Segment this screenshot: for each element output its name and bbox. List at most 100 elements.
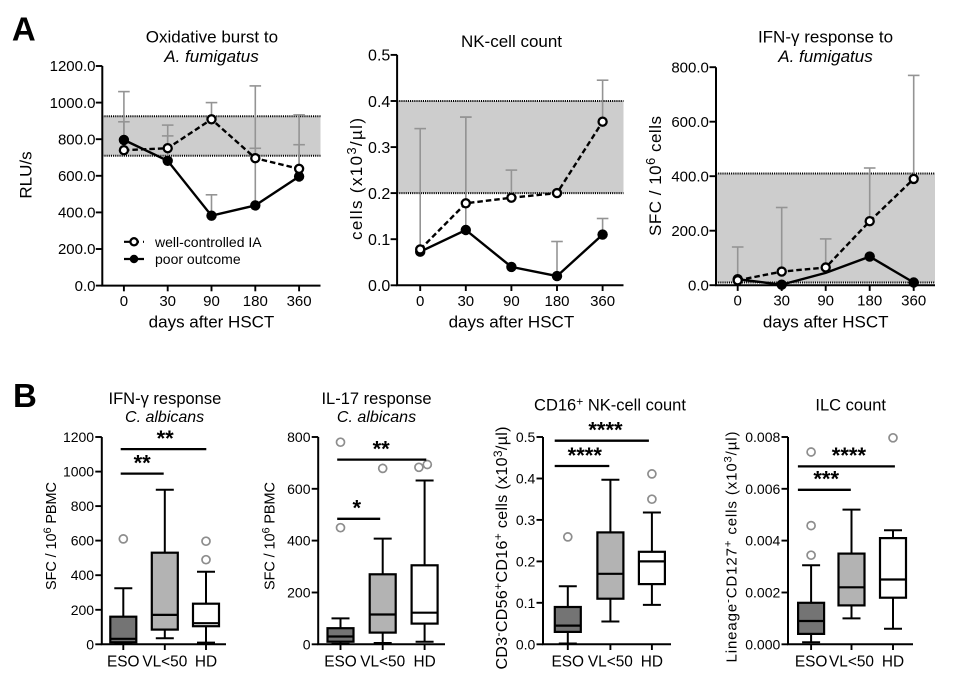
svg-text:Lineage-CD127+ cells (x103/µl): Lineage-CD127+ cells (x103/µl)	[723, 432, 741, 663]
svg-text:30: 30	[159, 293, 176, 310]
svg-text:600.0: 600.0	[671, 114, 709, 131]
svg-text:IFN-γ response to: IFN-γ response to	[758, 27, 893, 46]
svg-text:**: **	[373, 436, 391, 461]
svg-text:800: 800	[71, 498, 95, 514]
svg-text:1000: 1000	[63, 464, 94, 480]
svg-text:0.1: 0.1	[516, 595, 536, 611]
svg-text:***: ***	[813, 467, 839, 492]
svg-text:200.0: 200.0	[58, 241, 96, 258]
svg-text:****: ****	[832, 443, 867, 468]
svg-text:800: 800	[287, 429, 311, 445]
svg-text:30: 30	[457, 293, 474, 310]
svg-text:CD16+ NK-cell count: CD16+ NK-cell count	[534, 395, 686, 415]
svg-text:****: ****	[588, 418, 623, 443]
svg-text:HD: HD	[195, 654, 217, 671]
svg-text:0.4: 0.4	[368, 94, 390, 111]
svg-text:cells (x103/µl): cells (x103/µl)	[344, 118, 366, 240]
svg-text:400.0: 400.0	[671, 168, 709, 185]
svg-text:90: 90	[817, 293, 834, 310]
svg-text:ESO: ESO	[324, 654, 357, 671]
svg-text:RLU/s: RLU/s	[17, 151, 36, 198]
svg-text:0: 0	[416, 293, 424, 310]
svg-text:days after HSCT: days after HSCT	[763, 313, 889, 332]
svg-text:0.4: 0.4	[516, 471, 536, 487]
svg-text:200.0: 200.0	[671, 223, 709, 240]
svg-text:400: 400	[287, 533, 311, 549]
svg-text:A. fumigatus: A. fumigatus	[777, 47, 873, 66]
svg-text:0.2: 0.2	[368, 186, 390, 203]
svg-text:200: 200	[71, 602, 95, 618]
svg-text:600: 600	[287, 481, 311, 497]
svg-text:800.0: 800.0	[58, 131, 96, 148]
svg-text:0.004: 0.004	[745, 533, 780, 549]
svg-text:1000.0: 1000.0	[50, 95, 96, 112]
svg-text:180: 180	[857, 293, 882, 310]
svg-text:400: 400	[71, 567, 95, 583]
svg-text:VL<50: VL<50	[588, 654, 633, 671]
svg-text:NK-cell count: NK-cell count	[461, 32, 562, 51]
svg-text:HD: HD	[882, 654, 904, 671]
svg-text:200: 200	[287, 585, 311, 601]
svg-text:VL<50: VL<50	[829, 654, 874, 671]
svg-text:Oxidative burst to: Oxidative burst to	[146, 27, 278, 46]
svg-text:180: 180	[243, 293, 268, 310]
svg-text:SFC / 106 PBMC: SFC / 106 PBMC	[261, 482, 279, 590]
svg-text:0: 0	[86, 636, 94, 652]
svg-text:0.0: 0.0	[688, 277, 709, 294]
svg-text:1200.0: 1200.0	[50, 58, 96, 75]
svg-text:800.0: 800.0	[671, 59, 709, 76]
svg-text:ESO: ESO	[795, 654, 828, 671]
svg-text:CD3-CD56+CD16+ cells (x103/µl): CD3-CD56+CD16+ cells (x103/µl)	[491, 427, 511, 670]
svg-text:0.1: 0.1	[368, 232, 390, 249]
svg-text:0.5: 0.5	[368, 48, 390, 65]
svg-text:0.006: 0.006	[745, 481, 780, 497]
svg-text:poor outcome: poor outcome	[155, 251, 241, 267]
svg-text:0.5: 0.5	[516, 429, 536, 445]
svg-text:days after HSCT: days after HSCT	[449, 313, 575, 332]
svg-text:90: 90	[503, 293, 520, 310]
svg-text:ILC count: ILC count	[815, 397, 886, 415]
svg-text:A: A	[12, 11, 36, 48]
svg-text:IFN-γ response: IFN-γ response	[109, 390, 222, 408]
svg-text:IL-17 response: IL-17 response	[321, 390, 431, 408]
svg-text:B: B	[13, 377, 37, 414]
svg-text:360: 360	[590, 293, 615, 310]
svg-text:A. fumigatus: A. fumigatus	[163, 47, 259, 66]
svg-text:C. albicans: C. albicans	[337, 409, 416, 426]
svg-text:0.3: 0.3	[516, 512, 536, 528]
svg-text:0: 0	[120, 293, 128, 310]
svg-text:*: *	[353, 496, 362, 521]
svg-text:600: 600	[71, 533, 95, 549]
svg-text:600.0: 600.0	[58, 168, 96, 185]
svg-text:0.0: 0.0	[75, 278, 96, 295]
svg-text:0: 0	[303, 636, 311, 652]
svg-text:C. albicans: C. albicans	[125, 409, 204, 426]
svg-text:****: ****	[568, 443, 603, 468]
svg-text:180: 180	[544, 293, 569, 310]
svg-text:360: 360	[287, 293, 312, 310]
svg-text:0.008: 0.008	[745, 429, 780, 445]
svg-text:0.000: 0.000	[745, 636, 780, 652]
svg-text:HD: HD	[641, 654, 663, 671]
svg-text:ESO: ESO	[552, 654, 585, 671]
svg-text:SFC / 106 cells: SFC / 106 cells	[643, 116, 665, 236]
svg-text:ESO: ESO	[107, 654, 140, 671]
svg-text:0.002: 0.002	[745, 585, 780, 601]
svg-text:**: **	[134, 450, 152, 475]
svg-text:VL<50: VL<50	[360, 654, 405, 671]
svg-text:VL<50: VL<50	[142, 654, 187, 671]
svg-text:0.0: 0.0	[516, 636, 536, 652]
svg-text:1200: 1200	[63, 429, 94, 445]
svg-text:0: 0	[734, 293, 742, 310]
svg-text:360: 360	[901, 293, 926, 310]
svg-text:0.2: 0.2	[516, 553, 536, 569]
svg-text:0.0: 0.0	[368, 278, 390, 295]
svg-text:days after HSCT: days after HSCT	[149, 313, 275, 332]
svg-text:0.3: 0.3	[368, 140, 390, 157]
svg-text:**: **	[157, 426, 175, 451]
svg-text:SFC / 106 PBMC: SFC / 106 PBMC	[42, 482, 60, 590]
svg-text:400.0: 400.0	[58, 205, 96, 222]
svg-text:30: 30	[773, 293, 790, 310]
svg-text:HD: HD	[413, 654, 435, 671]
svg-text:90: 90	[203, 293, 220, 310]
